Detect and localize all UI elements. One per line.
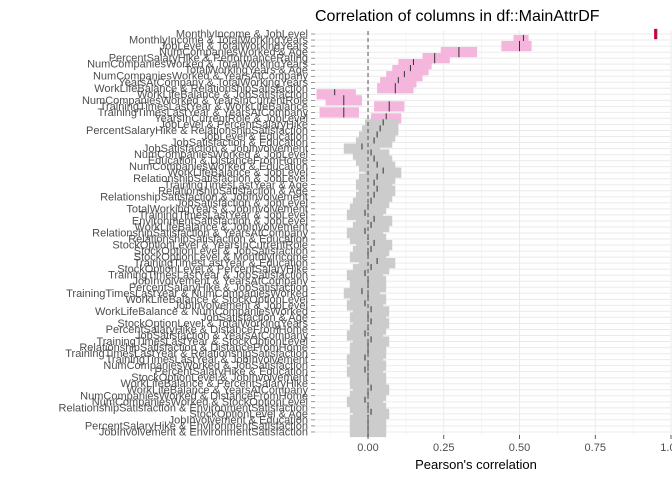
y-tick-label-6: TotalWorkingYears & Age (184, 65, 308, 77)
y-tick-label-1: MonthlyIncome & TotalWorkingYears (129, 35, 308, 47)
y-tick-label-49: PercentSalaryHike & DistanceFromHome (106, 324, 308, 336)
y-tick-label-52: RelationshipSatisfaction & DistanceFromH… (79, 342, 308, 354)
y-tick-label-19: JobSatisfaction & JobInvolvement (143, 143, 308, 155)
y-tick-label-62: RelationshipSatisfaction & EnvironmentSa… (59, 402, 308, 414)
y-tick-label-24: RelationshipSatisfaction & JobLevel (133, 173, 308, 185)
y-tick-label-58: WorkLifeBalance & PercentSalaryHike (121, 378, 309, 390)
ci-bar-1 (513, 34, 529, 46)
y-tick-label-44: WorkLifeBalance & StockOptionLevel (125, 294, 308, 306)
y-tick-label-27: RelationshipSatisfaction & JobInvolvemen… (100, 191, 308, 203)
x-tick-label-1: 0.25 (433, 442, 454, 454)
y-tick-label-66: JobInvolvement & EnvironmentSatisfaction (99, 426, 308, 438)
ci-bar-2 (501, 40, 532, 52)
y-tick-label-54: TrainingTimesLastYear & JobInvolvement (106, 354, 308, 366)
y-tick-label-36: StockOptionLevel & JobSatisfaction (134, 246, 308, 258)
x-axis-title: Pearson's correlation (415, 457, 537, 472)
y-tick-label-46: WorkLifeBalance & NumCompaniesWorked (95, 306, 308, 318)
y-tick-label-48: StockOptionLevel & TotalWorkingYears (117, 318, 308, 330)
x-tick-label-0: 0.00 (357, 442, 378, 454)
y-tick-label-42: PercentSalaryHike & JobSatisfaction (129, 282, 308, 294)
y-tick-label-23: WorkLifeBalance & JobLevel (168, 167, 308, 179)
y-tick-label-37: StockOptionLevel & MonthlyIncome (134, 252, 308, 264)
y-tick-label-28: JobSatisfaction & JobLevel (176, 197, 308, 209)
y-tick-label-4: PercentSalaryHike & PerformanceRating (109, 53, 308, 65)
y-tick-label-17: JobLevel & Education (202, 131, 308, 143)
y-tick-label-55: NumCompaniesWorked & JobSatisfaction (103, 360, 308, 372)
y-tick-label-8: YearsAtCompany & TotalWorkingYears (118, 77, 308, 89)
x-tick-label-2: 0.50 (509, 442, 530, 454)
y-tick-label-9: WorkLifeBalance & RelationshipSatisfacti… (94, 83, 308, 95)
y-tick-label-33: RelationshipSatisfaction & YearsAtCompan… (92, 228, 308, 240)
y-tick-label-41: JobInvolvement & YearsAtCompany (133, 276, 309, 288)
y-tick-label-26: RelationshipSatisfaction & Age (158, 185, 308, 197)
y-tick-label-50: JobSatisfaction & YearsAtCompany (135, 330, 309, 342)
y-tick-label-45: JobInvolvement & JobLevel (173, 300, 308, 312)
y-tick-label-34: RelationshipSatisfaction & Education (128, 234, 308, 246)
y-tick-label-30: TrainingTimesLastYear & JobLevel (139, 209, 308, 221)
y-tick-label-7: NumCompaniesWorked & YearsAtCompany (93, 71, 309, 83)
y-tick-label-14: YearsInCurrentRole & JobLevel (154, 113, 308, 125)
y-tick-label-56: PercentSalaryHike & Education (155, 366, 308, 378)
y-tick-label-12: TrainingTimesLastYear & WorkLifeBalance (100, 101, 308, 113)
chart-title: Correlation of columns in df::MainAttrDF (315, 8, 600, 25)
y-tick-label-21: Education & DistanceFromHome (148, 155, 308, 167)
y-tick-label-20: NumCompaniesWorked & JobLevel (134, 149, 308, 161)
ci-bar-4 (422, 53, 450, 64)
y-tick-label-51: TrainingTimesLastYear & StockOptionLevel (96, 336, 308, 348)
y-tick-label-5: NumCompaniesWorked & TotalWorkingYears (87, 59, 308, 71)
y-tick-label-11: NumCompaniesWorked & YearsInCurrentRole (82, 95, 308, 107)
y-tick-label-64: JobInvolvement & Education (169, 414, 308, 426)
ci-bar-13 (319, 107, 359, 118)
y-tick-label-61: NumCompaniesWorked & StockOptionLevel (92, 396, 308, 408)
y-tick-label-15: JobLevel & PercentSalaryHike (159, 119, 308, 131)
y-tick-label-59: WorkLifeBalance & YearsAtCompany (127, 384, 309, 396)
y-tick-label-18: JobSatisfaction & Education (171, 137, 308, 149)
y-tick-label-16: PercentSalaryHike & RelationshipSatisfac… (86, 125, 308, 137)
y-tick-label-57: StockOptionLevel & JobInvolvement (131, 372, 308, 384)
y-tick-label-65: PercentSalaryHike & EnvironmentSatisfact… (85, 420, 308, 432)
x-tick-labels: 0.00 0.25 0.50 0.75 1.00 (357, 435, 672, 454)
ci-bar-15 (364, 119, 399, 130)
y-tick-label-38: TrainingTimesLastYear & Education (134, 258, 308, 270)
y-tick-label-31: EnvironmentSatisfaction & JobLevel (132, 215, 308, 227)
ci-bar-10 (316, 89, 356, 100)
y-tick-label-0: MonthlyIncome & JobLevel (176, 29, 308, 41)
y-tick-label-25: TrainingTimesLastYear & Age (164, 179, 308, 191)
y-tick-label-60: NumCompaniesWorked & DistanceFromHome (80, 390, 308, 402)
y-tick-label-3: NumCompaniesWorked & Age (159, 47, 308, 59)
y-tick-label-35: StockOptionLevel & YearsInCurrentRole (112, 240, 308, 252)
y-tick-label-47: JobSatisfaction & Age (201, 312, 308, 324)
y-tick-label-32: WorkLifeBalance & JobInvolvement (135, 221, 308, 233)
y-tick-label-2: JobLevel & TotalWorkingYears (160, 41, 309, 53)
y-tick-label-40: TrainingTimesLastYear & JobSatisfaction (108, 270, 308, 282)
y-tick-label-43: TrainingTimesLastYear & NumCompaniesWork… (66, 288, 308, 300)
y-tick-label-22: NumCompaniesWorked & Education (129, 161, 308, 173)
y-tick-label-29: TotalWorkingYears & JobInvolvement (126, 203, 308, 215)
y-tick-label-39: StockOptionLevel & PercentSalaryHike (117, 264, 308, 276)
x-tick-label-4: 1.00 (660, 442, 672, 454)
x-tick-label-3: 0.75 (585, 442, 606, 454)
ci-bar-5 (398, 59, 432, 70)
y-tick-label-10: WorkLifeBalance & JobSatisfaction (137, 89, 308, 101)
y-tick-label-63: StockOptionLevel & Age (189, 408, 308, 420)
y-tick-label-13: TrainingTimesLastYear & YearsAtCompany (98, 107, 309, 119)
y-tick-label-53: TrainingTimesLastYear & RelationshipSati… (65, 348, 308, 360)
